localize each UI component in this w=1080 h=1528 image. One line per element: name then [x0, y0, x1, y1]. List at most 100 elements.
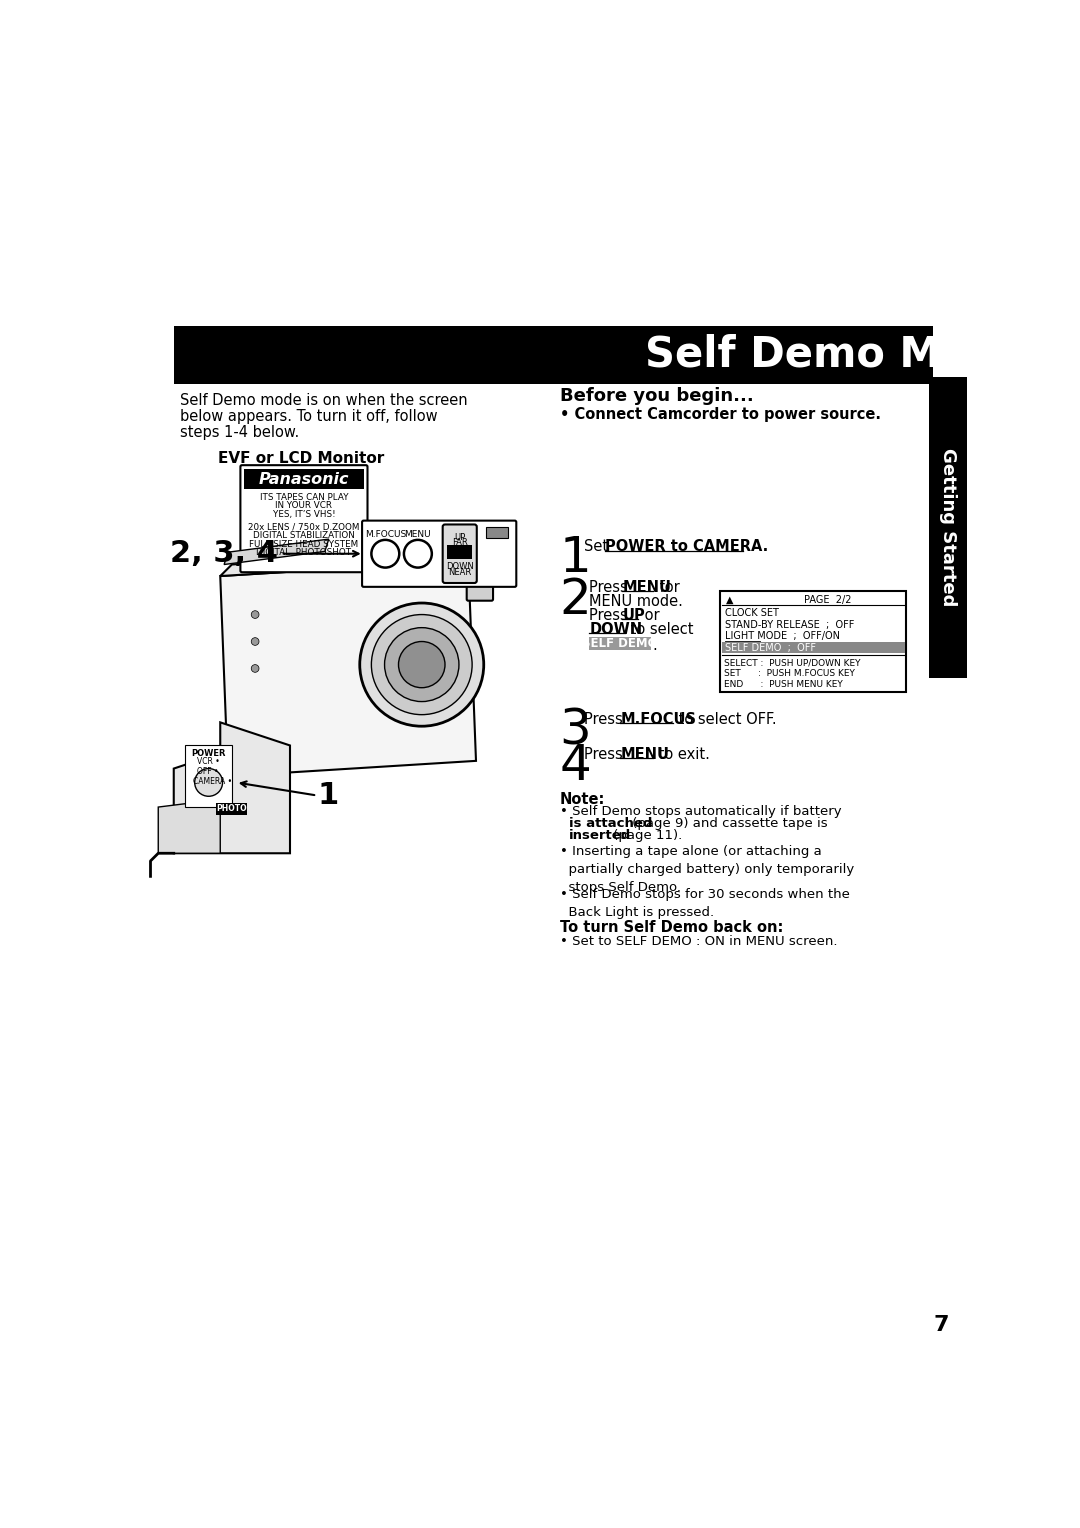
Text: YES, IT’S VHS!: YES, IT’S VHS!	[272, 510, 335, 520]
Text: PHOTO: PHOTO	[217, 804, 247, 813]
Circle shape	[194, 769, 222, 796]
Text: NEAR: NEAR	[448, 567, 471, 576]
Bar	[186, 746, 232, 807]
Text: MENU: MENU	[394, 553, 414, 558]
Circle shape	[360, 604, 484, 726]
Circle shape	[252, 637, 259, 645]
Text: DOWN: DOWN	[590, 622, 643, 637]
Text: DIGITAL  PHOTOSHOT: DIGITAL PHOTOSHOT	[256, 549, 351, 558]
Text: M.FOCUS: M.FOCUS	[620, 712, 697, 727]
FancyBboxPatch shape	[467, 559, 494, 601]
Text: M.FOCUS: M.FOCUS	[370, 553, 399, 558]
Circle shape	[396, 559, 411, 575]
Text: 7: 7	[933, 1314, 948, 1334]
Text: .: .	[652, 637, 658, 652]
Text: FAR: FAR	[427, 559, 437, 564]
Text: SET      :  PUSH M.FOCUS KEY: SET : PUSH M.FOCUS KEY	[724, 669, 855, 678]
Circle shape	[384, 628, 459, 701]
Text: or: or	[639, 608, 659, 623]
Text: ▲: ▲	[727, 594, 733, 605]
Text: IN YOUR VCR: IN YOUR VCR	[275, 501, 333, 510]
Text: CAMERA •: CAMERA •	[193, 778, 232, 785]
Bar	[930, 377, 967, 678]
Text: FULL-SIZE HEAD SYSTEM: FULL-SIZE HEAD SYSTEM	[249, 539, 359, 549]
Text: Note:: Note:	[559, 792, 605, 807]
Bar	[174, 325, 933, 384]
Text: VCR •: VCR •	[197, 756, 219, 766]
Text: MENU mode.: MENU mode.	[590, 594, 683, 608]
Text: DOWN: DOWN	[446, 562, 474, 571]
Text: Press: Press	[590, 581, 633, 594]
Text: for: for	[656, 581, 679, 594]
Text: POWER to CAMERA.: POWER to CAMERA.	[605, 539, 768, 555]
Text: • Self Demo stops automatically if battery: • Self Demo stops automatically if batte…	[559, 805, 841, 817]
Circle shape	[252, 611, 259, 619]
Text: 1: 1	[318, 781, 338, 810]
Text: 4: 4	[559, 741, 592, 790]
Polygon shape	[174, 723, 291, 853]
Text: steps 1-4 below.: steps 1-4 below.	[180, 425, 299, 440]
Bar	[590, 637, 651, 649]
Text: SELF DEMO: SELF DEMO	[582, 637, 658, 649]
Text: PAGE  2/2: PAGE 2/2	[805, 594, 852, 605]
Text: 3: 3	[559, 707, 592, 755]
Text: OFF •: OFF •	[197, 767, 218, 776]
Text: END      :  PUSH MENU KEY: END : PUSH MENU KEY	[724, 680, 842, 689]
Text: FAR: FAR	[451, 538, 468, 547]
Text: Press: Press	[584, 747, 627, 762]
FancyBboxPatch shape	[443, 524, 476, 584]
Text: Self Demo mode is on when the screen: Self Demo mode is on when the screen	[180, 393, 468, 408]
Text: NEAR: NEAR	[427, 575, 444, 581]
Text: M.FOCUS: M.FOCUS	[365, 530, 406, 539]
Text: To turn Self Demo back on:: To turn Self Demo back on:	[559, 920, 783, 935]
Text: SELF DEMO  ;  OFF: SELF DEMO ; OFF	[725, 643, 815, 652]
Text: MENU: MENU	[405, 530, 431, 539]
Circle shape	[377, 559, 392, 575]
Circle shape	[399, 642, 445, 688]
Text: Before you begin...: Before you begin...	[559, 388, 754, 405]
Circle shape	[372, 539, 400, 567]
Text: POWER: POWER	[191, 749, 226, 758]
Circle shape	[404, 539, 432, 567]
Text: • Self Demo stops for 30 seconds when the
  Back Light is pressed.: • Self Demo stops for 30 seconds when th…	[559, 888, 850, 918]
Text: Getting Started: Getting Started	[939, 448, 957, 607]
Bar	[421, 561, 435, 568]
Text: • Set to SELF DEMO : ON in MENU screen.: • Set to SELF DEMO : ON in MENU screen.	[559, 935, 837, 947]
Text: 20x LENS / 750x D.ZOOM: 20x LENS / 750x D.ZOOM	[248, 523, 360, 532]
Text: UP: UP	[427, 555, 434, 559]
Bar	[444, 553, 458, 561]
Text: • Connect Camcorder to power source.: • Connect Camcorder to power source.	[559, 408, 880, 422]
Text: to select OFF.: to select OFF.	[674, 712, 777, 727]
Text: Press: Press	[590, 608, 633, 623]
Text: EVF or LCD Monitor: EVF or LCD Monitor	[218, 451, 384, 466]
Text: MENU: MENU	[622, 581, 672, 594]
Polygon shape	[159, 799, 220, 853]
Text: 1: 1	[559, 533, 592, 582]
Bar	[447, 545, 472, 559]
FancyBboxPatch shape	[241, 465, 367, 571]
Text: Set: Set	[584, 539, 613, 555]
Text: • Inserting a tape alone (or attaching a
  partially charged battery) only tempo: • Inserting a tape alone (or attaching a…	[559, 845, 854, 894]
Text: ITS TAPES CAN PLAY: ITS TAPES CAN PLAY	[259, 494, 348, 501]
Text: (page 9) and cassette tape is: (page 9) and cassette tape is	[627, 817, 827, 830]
Text: is attached: is attached	[569, 817, 652, 830]
Text: Self Demo Mode: Self Demo Mode	[645, 333, 1027, 376]
Text: to exit.: to exit.	[654, 747, 711, 762]
Bar	[720, 591, 906, 692]
Text: Panasonic: Panasonic	[259, 472, 349, 486]
Text: to select: to select	[626, 622, 693, 637]
Text: UP: UP	[622, 608, 645, 623]
Bar	[721, 642, 905, 652]
Bar	[486, 527, 508, 538]
Circle shape	[372, 614, 472, 715]
Text: Press: Press	[584, 712, 627, 727]
FancyBboxPatch shape	[362, 521, 516, 587]
Polygon shape	[220, 561, 476, 776]
Text: DOWN: DOWN	[427, 570, 447, 576]
Text: (page 11).: (page 11).	[609, 830, 683, 842]
Text: below appears. To turn it off, follow: below appears. To turn it off, follow	[180, 410, 437, 423]
FancyBboxPatch shape	[369, 550, 465, 584]
Text: LIGHT MODE  ;  OFF/ON: LIGHT MODE ; OFF/ON	[725, 631, 840, 642]
Bar	[244, 469, 364, 489]
Polygon shape	[220, 549, 480, 576]
